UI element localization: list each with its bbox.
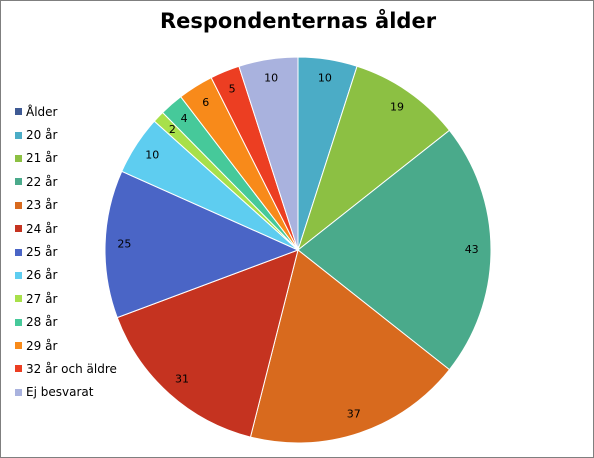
slice-data-label-1: 10: [318, 71, 332, 84]
pie-slice-2: [297, 65, 451, 252]
pie-slice-6: [104, 170, 300, 319]
legend-label-9: 28 år: [26, 315, 58, 330]
legend-item-1: 20 år: [15, 123, 117, 146]
legend-label-10: 29 år: [26, 338, 58, 353]
pie-labels: 10 19 43 37 31 25 10 24 6 5 10: [117, 71, 478, 420]
slice-data-label-3: 43: [465, 243, 479, 256]
pie-slice-5: [116, 249, 299, 438]
slice-data-label-12: 10: [264, 71, 278, 84]
legend-label-3: 22 år: [26, 174, 58, 189]
pie-slice-3: [297, 129, 492, 371]
legend-label-11: 32 år och äldre: [26, 361, 117, 376]
slice-data-label-7: 10: [145, 148, 159, 161]
legend-label-12: Ej besvarat: [26, 385, 94, 400]
legend-item-3: 22 år: [15, 170, 117, 193]
legend-swatch-10: [15, 342, 22, 350]
legend-item-2: 21 år: [15, 147, 117, 170]
legend-label-8: 27 år: [26, 291, 58, 306]
slice-data-label-6: 25: [117, 238, 131, 251]
legend-item-11: 32 år och äldre: [15, 357, 117, 380]
legend-swatch-1: [15, 131, 22, 139]
legend-swatch-7: [15, 271, 22, 279]
legend-swatch-4: [15, 201, 22, 209]
legend-swatch-5: [15, 225, 22, 233]
slice-data-label-10: 6: [202, 96, 209, 109]
legend-item-9: 28 år: [15, 311, 117, 334]
legend-item-8: 27 år: [15, 287, 117, 310]
legend-label-1: 20 år: [26, 128, 58, 143]
legend-item-12: Ej besvarat: [15, 381, 117, 404]
legend-swatch-6: [15, 248, 22, 256]
chart-title: Respondenternas ålder: [159, 9, 437, 33]
legend-label-2: 21 år: [26, 151, 58, 166]
legend-item-5: 24 år: [15, 217, 117, 240]
legend-swatch-12: [15, 388, 22, 396]
pie-slice-4: [249, 249, 451, 444]
legend-label-4: 23 år: [26, 198, 58, 213]
legend-swatch-9: [15, 318, 22, 326]
legend-title: Ålder: [15, 100, 117, 123]
legend-swatch-3: [15, 178, 22, 186]
legend-swatch-2: [15, 154, 22, 162]
legend-label-5: 24 år: [26, 221, 58, 236]
slice-data-label-9: 4: [181, 112, 188, 125]
slice-data-label-2: 19: [390, 100, 404, 113]
legend-item-10: 29 år: [15, 334, 117, 357]
legend-label-7: 26 år: [26, 268, 58, 283]
legend-title-label: Ålder: [26, 104, 58, 119]
legend-swatch-11: [15, 365, 22, 373]
legend-item-4: 23 år: [15, 194, 117, 217]
pie-slice-12: [238, 56, 299, 251]
legend-label-6: 25 år: [26, 245, 58, 260]
slice-data-label-5: 31: [175, 372, 189, 385]
legend-item-7: 26 år: [15, 264, 117, 287]
pie-slices: [104, 56, 492, 444]
slice-data-label-8: 2: [169, 123, 176, 136]
slice-data-label-11: 5: [229, 82, 236, 95]
legend-title-swatch: [15, 108, 22, 116]
slice-data-label-4: 37: [347, 408, 361, 421]
legend-swatch-8: [15, 295, 22, 303]
legend: Ålder 20 år 21 år 22 år 23 år 24 år 25 år 26 å…: [15, 100, 117, 404]
legend-item-6: 25 år: [15, 240, 117, 263]
